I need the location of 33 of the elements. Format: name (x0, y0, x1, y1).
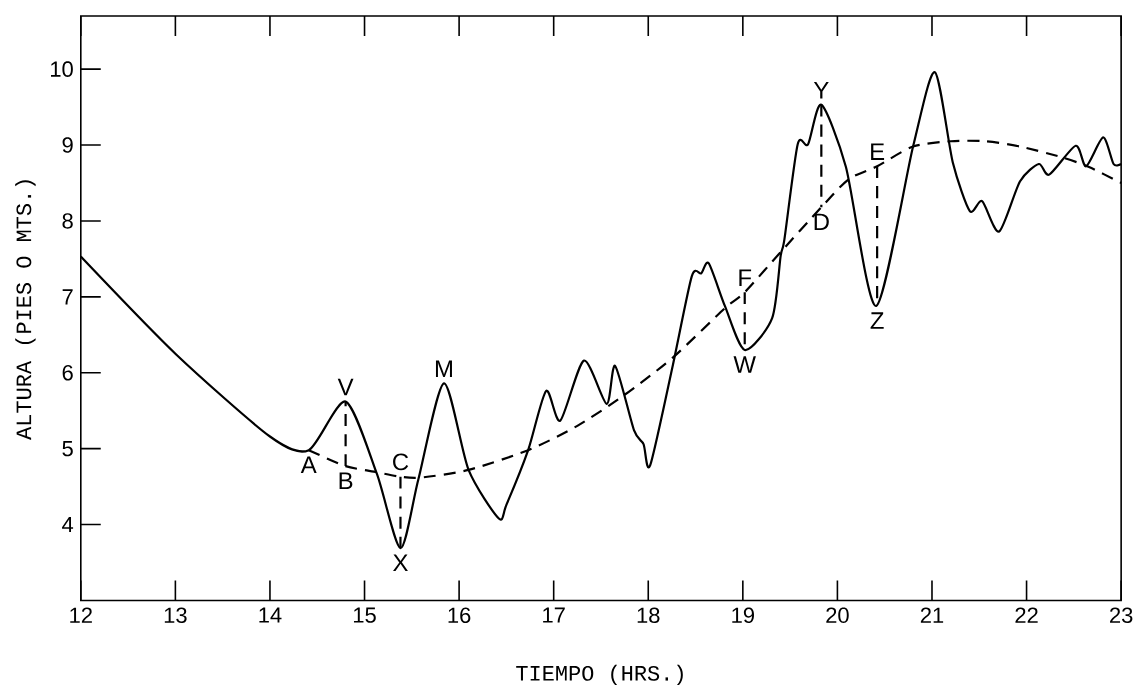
annotation: Y (813, 81, 829, 99)
y-tick-label: 9 (62, 137, 73, 153)
annotation: E (871, 143, 885, 160)
annotation: W (733, 356, 756, 373)
annotation: B (339, 472, 353, 489)
x-tick-label: 22 (1015, 607, 1038, 623)
y-tick-label: 5 (62, 440, 73, 457)
x-tick-label: 21 (920, 607, 944, 623)
x-tick-label: 20 (826, 607, 849, 623)
y-tick-label: 8 (62, 213, 73, 229)
y-axis-title: ALTURA (PIES O MTS.) (15, 180, 36, 440)
annotation: A (300, 456, 317, 473)
annotation: X (393, 554, 408, 571)
annotation: D (814, 213, 829, 231)
annotation: M (435, 360, 452, 377)
x-tick-label: 19 (732, 607, 754, 623)
x-tick-label: 23 (1110, 607, 1133, 623)
x-tick-label: 17 (543, 607, 565, 623)
annotation: V (337, 378, 354, 396)
x-tick-label: 16 (448, 607, 471, 623)
y-tick-label: 7 (62, 289, 73, 305)
annotation: F (739, 269, 752, 286)
x-tick-label: 14 (259, 607, 282, 623)
x-tick-label: 13 (164, 607, 187, 623)
annotation: C (393, 453, 409, 471)
x-tick-label: 15 (353, 607, 376, 623)
y-tick-label: 4 (62, 516, 74, 532)
y-tick-label: 10 (51, 61, 73, 77)
x-tick-label: 12 (70, 607, 92, 623)
y-tick-label: 6 (62, 364, 73, 381)
annotation: Z (870, 312, 884, 329)
x-tick-label: 18 (637, 607, 660, 623)
x-axis-title: TIEMPO (HRS.) (516, 664, 683, 685)
